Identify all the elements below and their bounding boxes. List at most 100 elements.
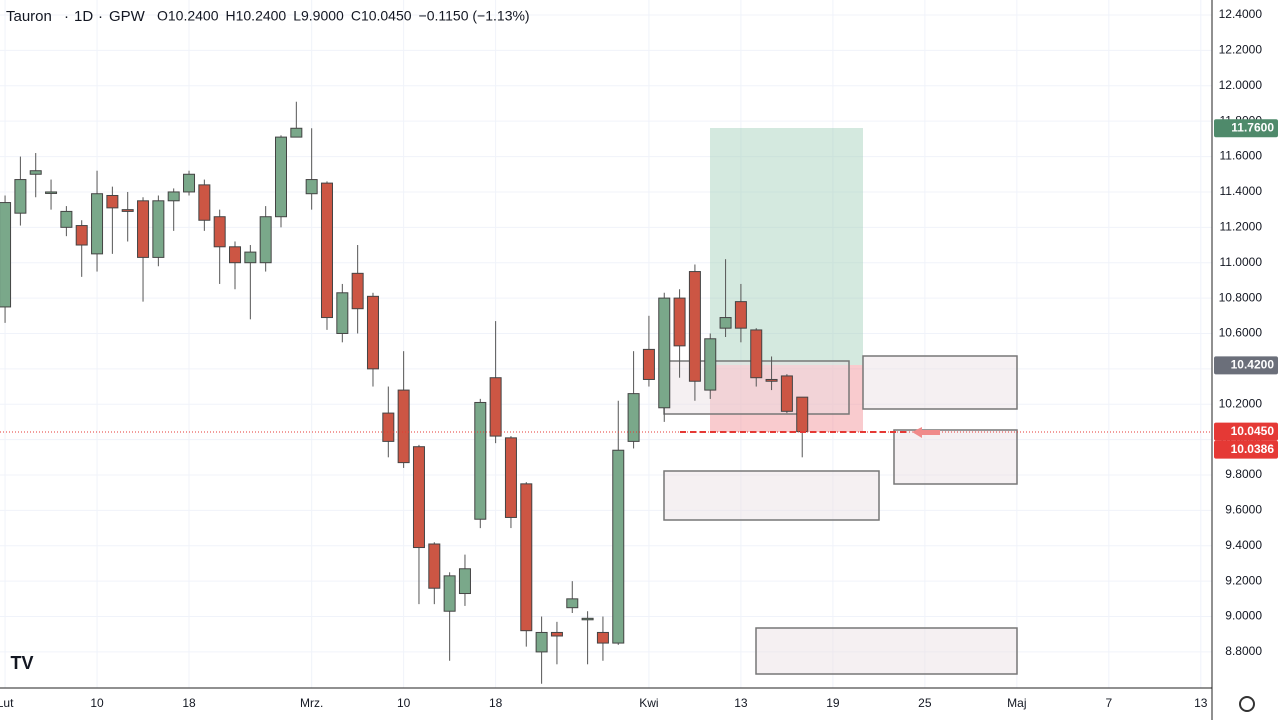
grid [0,0,1212,688]
ohlc-legend: O10.2400 H10.2400 L9.9000 C10.0450 −0.1150 (… [157,8,530,24]
x-tick-label: 25 [918,696,932,710]
logo[interactable]: TV [10,653,33,673]
candle-body [382,412,395,442]
settings-button[interactable] [1239,696,1255,712]
candle-body [397,389,410,464]
candle-body [259,216,272,264]
symbol: Tauron [6,8,52,25]
price-label-box [1214,356,1278,375]
interval: 1D [74,8,93,25]
candle-body [336,292,349,334]
y-tick-label: 11.2000 [1220,220,1263,234]
price-label: 11.7600 [1231,120,1274,134]
candle-body [366,295,379,370]
candle-body [29,170,42,175]
candle-body [780,375,793,412]
ohlc-value: L9.9000 [293,8,344,24]
candle-body [458,568,471,595]
candle-body [428,543,441,589]
candle-body [443,575,456,612]
x-tick-label: 13 [734,696,748,710]
ohlc-value: O10.2400 [157,8,219,24]
zone-box [893,429,1018,485]
price-label: 10.0386 [1231,442,1275,456]
candle-body [504,437,517,518]
exchange: GPW [109,8,146,25]
candle-body [106,194,119,209]
profit-zone [710,128,863,365]
y-tick-label: 11.0000 [1220,255,1263,269]
candle-body [796,396,809,433]
candle-body [305,179,318,195]
candle-body [673,297,686,347]
dot: · [98,8,103,25]
candle-body [474,401,487,520]
candle-body [183,173,196,193]
arrow [912,427,940,438]
y-tick-label: 10.6000 [1219,326,1263,340]
y-tick-label: 11.4000 [1220,184,1263,198]
x-tick-label: 7 [1105,696,1112,710]
ohlc-value: C10.0450 [351,8,412,24]
candle-body [137,200,150,258]
candle-body [520,483,533,632]
price-label: 10.4200 [1231,357,1275,371]
candle-body [275,136,288,218]
dot: · [64,8,69,25]
zone-box [663,470,880,521]
candle-body [320,182,333,319]
candle-body [351,272,364,310]
candle-body [152,200,165,258]
y-tick-label: 12.2000 [1219,43,1263,57]
candle-body [60,210,73,228]
y-tick-label: 9.2000 [1225,573,1262,587]
x-tick-label: Kwi [639,696,658,710]
x-tick-label: Mrz. [300,696,323,710]
x-tick-label: 18 [182,696,196,710]
x-tick-label: 13 [1194,696,1208,710]
candle-body [229,246,242,264]
y-tick-label: 9.6000 [1225,503,1262,517]
candle-body [121,209,134,212]
x-tick-label: Maj [1007,696,1026,710]
y-tick-label: 11.6000 [1220,149,1263,163]
ohlc-value: H10.2400 [226,8,287,24]
y-tick-label: 10.8000 [1219,290,1263,304]
candle-body [704,338,717,391]
candle-body [489,377,502,437]
candle-body [45,191,58,194]
x-tick-label: 19 [826,696,840,710]
zones [663,355,1018,675]
candle-body [0,202,12,308]
candle-body [91,193,104,255]
y-tick-label: 9.0000 [1225,609,1262,623]
candle-body [688,271,701,382]
candle-body [658,297,671,409]
x-tick-label: 10 [397,696,411,710]
candle-body [412,446,425,549]
zone-box [755,627,1018,675]
candle-body [213,216,226,248]
candle-body [535,631,548,653]
candle-body [627,393,640,442]
y-tick-label: 9.4000 [1225,538,1262,552]
x-tick-label: 10 [90,696,104,710]
candle-body [581,617,594,621]
candle-body [244,251,257,264]
candle-body [566,598,579,609]
x-tick-label: Lut [0,696,14,710]
candle-body [750,329,763,379]
y-tick-label: 10.2000 [1219,396,1263,410]
candle-body [167,191,180,202]
x-tick-label: 18 [489,696,503,710]
axes: 8.8000 9.0000 9.2000 9.4000 9.6000 9.8000 10.0… [0,7,1278,710]
candle-body [642,348,655,380]
y-tick-label: 8.8000 [1225,644,1262,658]
candle-body [75,225,88,246]
candles [0,101,809,684]
y-tick-label: 9.8000 [1225,467,1262,481]
price-label-box [1214,440,1278,459]
y-tick-label: 12.0000 [1219,78,1263,92]
